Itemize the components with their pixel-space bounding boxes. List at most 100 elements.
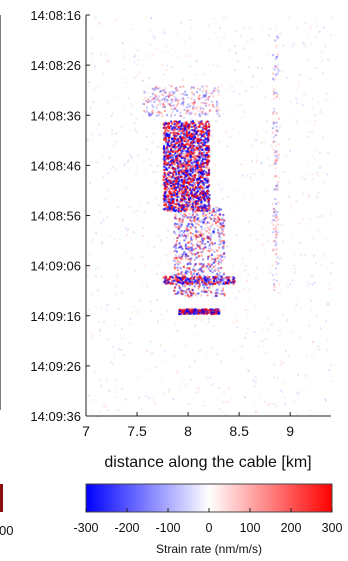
heatmap-cell	[230, 396, 233, 399]
heatmap-cell	[275, 248, 278, 251]
heatmap-cell	[173, 91, 176, 94]
heatmap-cell	[190, 310, 193, 313]
heatmap-cell	[181, 209, 184, 211]
heatmap-cell	[217, 221, 219, 223]
heatmap-cell	[273, 211, 276, 214]
heatmap-cell	[170, 143, 173, 146]
heatmap-cell	[176, 200, 179, 203]
heatmap-cell	[183, 230, 186, 232]
heatmap-cell	[192, 136, 195, 139]
heatmap-cell	[194, 154, 197, 157]
heatmap-cell	[182, 278, 185, 281]
heatmap-cell	[195, 181, 198, 184]
heatmap-cell	[180, 115, 183, 117]
heatmap-cell	[167, 195, 170, 197]
heatmap-cell	[189, 258, 192, 261]
heatmap-cell	[210, 218, 213, 221]
heatmap-cell	[226, 145, 229, 148]
heatmap-cell	[235, 234, 238, 237]
heatmap-cell	[116, 274, 119, 277]
heatmap-cell	[187, 128, 190, 131]
heatmap-cell	[215, 275, 218, 278]
heatmap-cell	[86, 275, 89, 278]
heatmap-cell	[199, 269, 202, 272]
heatmap-cell	[176, 178, 179, 181]
heatmap-cell	[274, 161, 277, 164]
heatmap-cell	[227, 388, 230, 391]
heatmap-cell	[182, 123, 185, 126]
heatmap-cell	[211, 254, 214, 257]
heatmap-cell	[261, 329, 264, 332]
heatmap-cell	[199, 138, 202, 141]
heatmap-cell	[202, 102, 205, 104]
heatmap-cell	[185, 133, 188, 136]
heatmap-cell	[191, 150, 194, 153]
heatmap-cell	[181, 191, 184, 194]
heatmap-cell	[158, 87, 161, 89]
heatmap-cell	[164, 152, 167, 155]
heatmap-cell	[164, 158, 167, 161]
heatmap-cell	[195, 235, 198, 238]
heatmap-cell	[167, 196, 169, 198]
heatmap-cell	[190, 252, 193, 255]
heatmap-cell	[220, 223, 223, 226]
heatmap-cell	[205, 290, 208, 293]
heatmap-cell	[188, 109, 191, 112]
heatmap-cell	[217, 311, 220, 314]
heatmap-cell	[243, 107, 246, 110]
heatmap-cell	[121, 42, 124, 44]
heatmap-cell	[246, 316, 249, 319]
heatmap-cell	[321, 215, 323, 217]
heatmap-cell	[205, 129, 208, 132]
heatmap-cell	[197, 207, 200, 210]
x-axis-ticks: 7 7.5 8 8.5 9	[82, 412, 294, 439]
heatmap-cell	[195, 334, 198, 336]
heatmap-cell	[253, 385, 256, 388]
heatmap-cell	[203, 284, 206, 287]
heatmap-cell	[188, 288, 190, 290]
heatmap-cell	[174, 137, 176, 140]
heatmap-cell	[176, 200, 179, 203]
heatmap-cell	[165, 198, 167, 201]
heatmap-cell	[152, 132, 155, 135]
heatmap-cell	[276, 44, 279, 47]
heatmap-cell	[147, 86, 150, 89]
heatmap-cell	[204, 312, 207, 315]
heatmap-cell	[217, 278, 220, 281]
heatmap-cell	[173, 183, 176, 186]
heatmap-cell	[309, 218, 312, 221]
heatmap-cell	[235, 320, 238, 323]
heatmap-cell	[204, 206, 207, 209]
heatmap-cell	[179, 154, 182, 157]
heatmap-cell	[190, 242, 193, 245]
heatmap-cell	[115, 132, 118, 135]
heatmap-cell	[238, 215, 241, 218]
heatmap-cell	[240, 103, 243, 106]
heatmap-cell	[180, 185, 183, 188]
heatmap-cell	[205, 149, 208, 152]
heatmap-cell	[203, 282, 206, 285]
heatmap-cell	[192, 107, 195, 110]
heatmap-cell	[190, 159, 193, 162]
heatmap-cell	[201, 90, 204, 93]
heatmap-cell	[191, 179, 194, 182]
heatmap-cell	[311, 356, 314, 359]
heatmap-cell	[164, 160, 167, 163]
heatmap-cell	[276, 183, 279, 186]
heatmap-cell	[307, 165, 310, 168]
heatmap-cell	[214, 275, 216, 278]
heatmap-cell	[186, 225, 189, 228]
heatmap-cell	[255, 409, 258, 412]
heatmap-cell	[204, 214, 207, 216]
heatmap-cell	[170, 275, 173, 278]
heatmap-cell	[184, 121, 187, 124]
heatmap-cell	[274, 145, 277, 147]
heatmap-cell	[163, 172, 166, 175]
heatmap-cell	[290, 205, 293, 208]
y-tick-label: 14:08:26	[30, 58, 81, 73]
heatmap-cell	[168, 95, 171, 98]
heatmap-cell	[210, 253, 213, 256]
heatmap-cell	[216, 353, 219, 356]
heatmap-cell	[197, 200, 200, 203]
heatmap-cell	[187, 204, 190, 207]
